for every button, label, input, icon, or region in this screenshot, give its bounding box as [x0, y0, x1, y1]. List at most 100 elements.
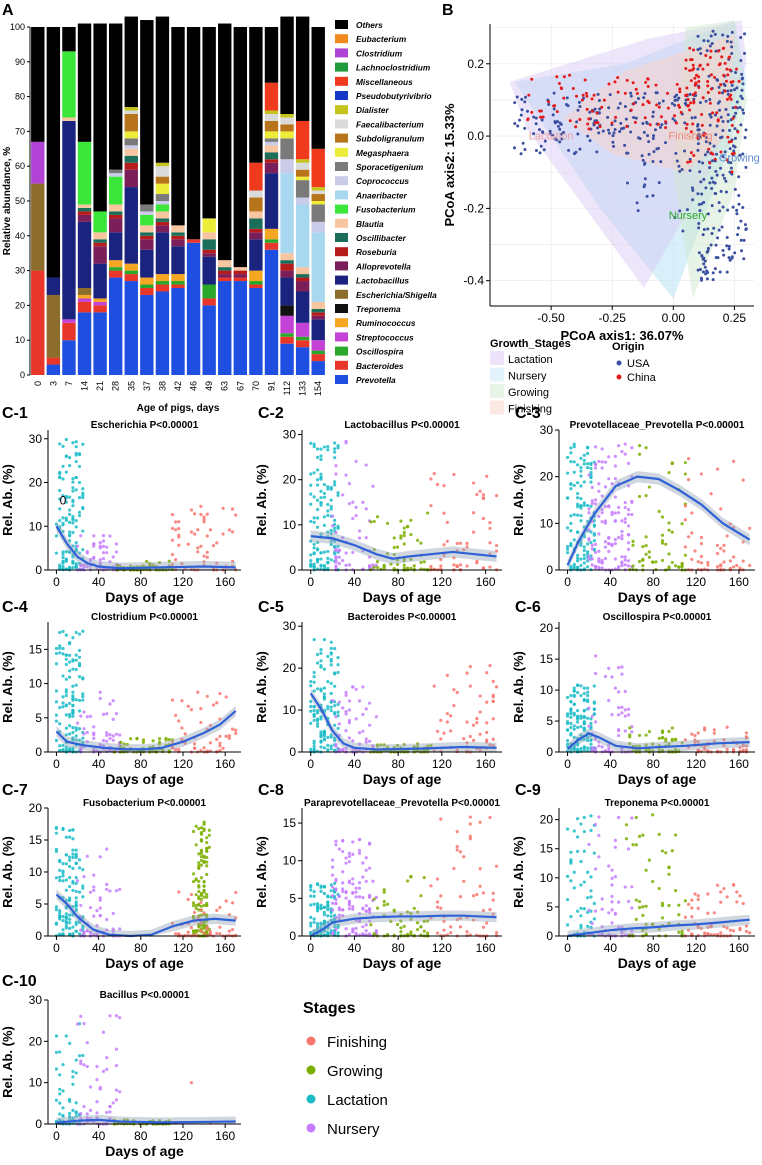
- data-point: [81, 741, 85, 745]
- data-point: [111, 555, 115, 559]
- data-point: [82, 1104, 86, 1109]
- data-point: [582, 548, 586, 553]
- data-point: [686, 928, 691, 932]
- data-point: [344, 889, 348, 894]
- pcoa-point: [632, 102, 636, 106]
- y-tick-label: 15: [540, 652, 554, 666]
- data-point: [312, 712, 316, 716]
- x-tick-label: 80: [647, 575, 661, 589]
- bar-segment: [218, 267, 232, 271]
- data-point: [590, 501, 594, 505]
- data-point: [607, 864, 611, 868]
- data-point: [589, 742, 593, 746]
- bar-segment: [77, 204, 92, 208]
- data-point: [593, 542, 598, 546]
- x-tick-label: 80: [647, 941, 661, 955]
- bar-segment: [46, 357, 61, 365]
- legend-label: Others: [356, 20, 383, 30]
- data-point: [491, 695, 495, 699]
- data-point: [623, 563, 627, 567]
- data-point: [696, 906, 700, 910]
- panel-label-c7: C-7: [2, 782, 28, 799]
- data-point: [180, 726, 184, 730]
- data-point: [75, 1022, 80, 1026]
- data-point: [357, 837, 362, 842]
- data-point: [485, 700, 489, 704]
- pcoa-point: [648, 123, 652, 127]
- data-point: [576, 690, 580, 695]
- pcoa-point: [597, 111, 601, 115]
- pcoa-point: [557, 81, 561, 85]
- data-point: [71, 866, 75, 871]
- pcoa-point: [722, 46, 726, 50]
- data-point: [202, 921, 206, 925]
- data-point: [582, 709, 586, 713]
- pcoa-point: [713, 191, 717, 195]
- data-point: [74, 908, 78, 913]
- pcoa-point: [725, 158, 729, 162]
- data-point: [481, 908, 486, 913]
- data-point: [312, 917, 316, 921]
- data-point: [586, 445, 590, 450]
- data-point: [590, 746, 594, 750]
- data-point: [215, 701, 219, 705]
- data-point: [183, 732, 187, 736]
- data-point: [590, 714, 594, 718]
- data-point: [630, 885, 634, 889]
- data-point: [61, 555, 65, 560]
- data-point: [64, 912, 68, 916]
- pcoa-point: [585, 107, 589, 111]
- data-point: [336, 446, 340, 450]
- pcoa-point: [562, 131, 566, 135]
- data-point: [683, 461, 687, 465]
- y-tick-label: -0.4: [463, 274, 484, 288]
- data-point: [586, 924, 590, 928]
- data-point: [565, 874, 570, 878]
- data-point: [81, 676, 85, 680]
- pcoa-point: [618, 102, 622, 106]
- data-point: [95, 1100, 99, 1104]
- x-tick-label: 63: [220, 381, 230, 391]
- data-point: [372, 548, 376, 552]
- pcoa-point: [739, 94, 743, 98]
- data-point: [227, 736, 231, 740]
- data-point: [68, 828, 72, 833]
- pcoa-point: [742, 257, 746, 261]
- data-point: [58, 744, 62, 748]
- pcoa-point: [736, 226, 740, 230]
- data-point: [337, 722, 341, 726]
- data-point: [623, 452, 627, 456]
- pcoa-point: [577, 100, 581, 104]
- data-point: [88, 1108, 93, 1112]
- pcoa-point: [696, 148, 700, 152]
- bar-segment: [155, 225, 170, 233]
- x-tick-label: 40: [92, 757, 106, 771]
- data-point: [719, 507, 723, 511]
- data-point: [367, 919, 372, 923]
- data-point: [64, 690, 68, 694]
- bar-segment: [124, 274, 138, 282]
- pcoa-point: [716, 236, 720, 240]
- y-tick-label: -0.2: [463, 201, 484, 215]
- data-point: [199, 504, 203, 508]
- data-point: [613, 557, 617, 561]
- legend-swatch: [335, 20, 348, 29]
- data-point: [579, 694, 583, 698]
- pcoa-point: [683, 149, 687, 153]
- data-point: [725, 926, 729, 930]
- data-point: [419, 925, 423, 929]
- bar-segment: [264, 228, 279, 240]
- pcoa-point: [651, 137, 655, 141]
- data-point: [744, 744, 749, 748]
- data-point: [58, 878, 62, 883]
- data-point: [597, 532, 601, 536]
- data-point: [81, 698, 85, 702]
- data-point: [741, 540, 745, 544]
- pcoa-point: [660, 123, 664, 127]
- data-point: [79, 563, 83, 567]
- data-point: [101, 544, 106, 548]
- bar-segment: [202, 256, 216, 285]
- data-point: [494, 930, 499, 935]
